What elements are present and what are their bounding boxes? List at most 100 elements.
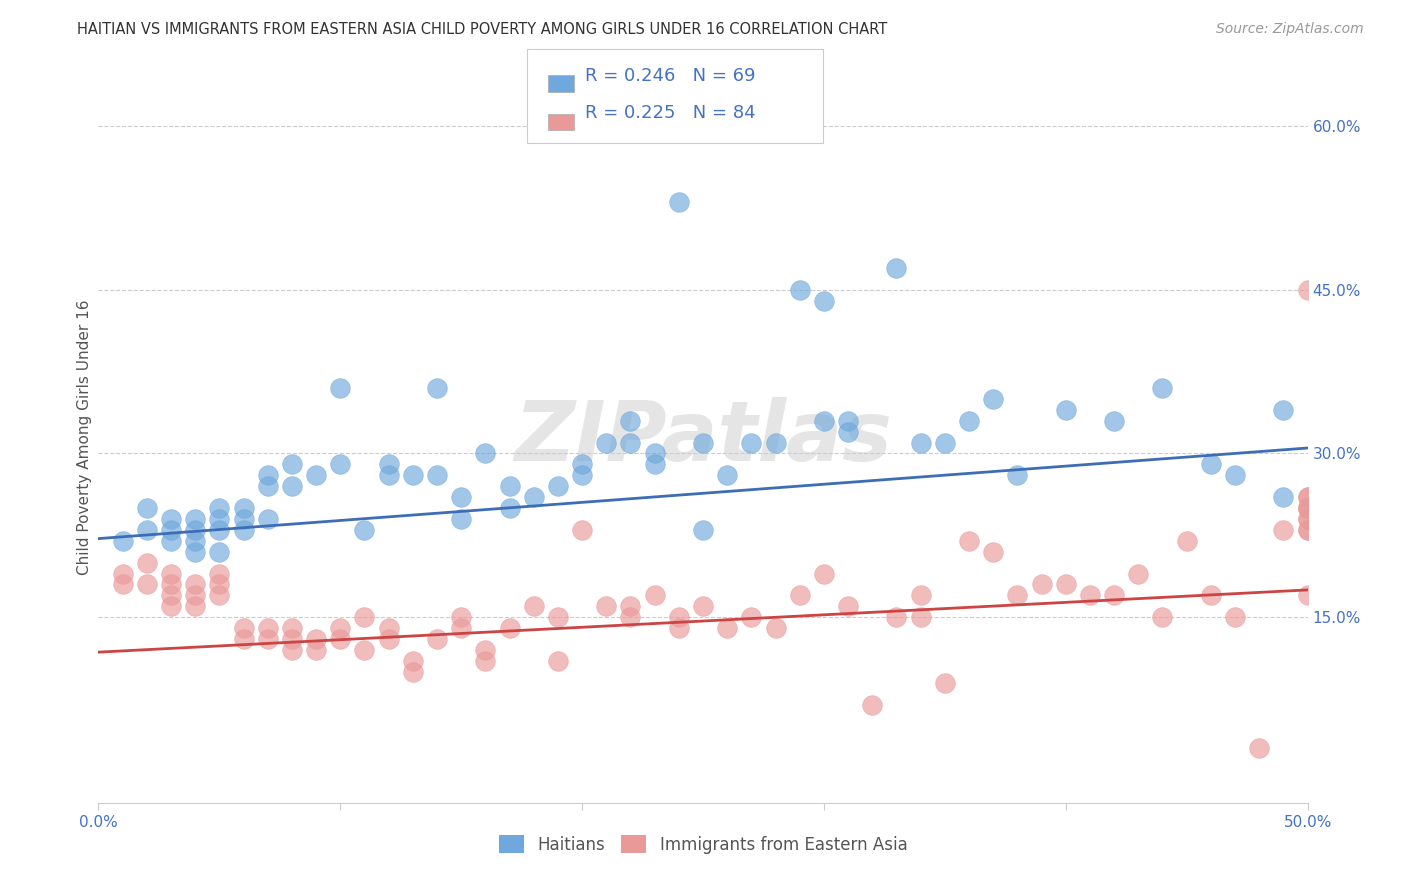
Point xyxy=(184,545,207,559)
Point xyxy=(1296,501,1319,516)
Point xyxy=(740,610,762,624)
Point xyxy=(571,523,593,537)
Point xyxy=(765,435,787,450)
Point xyxy=(1296,490,1319,504)
Point xyxy=(160,512,183,526)
Point xyxy=(619,414,641,428)
Point xyxy=(184,588,207,602)
Point xyxy=(1296,523,1319,537)
Point xyxy=(571,468,593,483)
Point xyxy=(160,599,183,614)
Point xyxy=(208,577,231,591)
Point xyxy=(692,523,714,537)
Point xyxy=(450,621,472,635)
Point xyxy=(668,195,690,210)
Point xyxy=(160,577,183,591)
Point xyxy=(813,414,835,428)
Point xyxy=(1296,588,1319,602)
Point xyxy=(1296,523,1319,537)
Point xyxy=(450,512,472,526)
Point xyxy=(644,458,666,472)
Point xyxy=(910,588,932,602)
Point xyxy=(111,533,134,548)
Point xyxy=(1249,741,1271,756)
Point xyxy=(353,610,375,624)
Point xyxy=(619,599,641,614)
Point xyxy=(160,533,183,548)
Point xyxy=(1296,501,1319,516)
Point xyxy=(1296,490,1319,504)
Point xyxy=(450,490,472,504)
Legend: Haitians, Immigrants from Eastern Asia: Haitians, Immigrants from Eastern Asia xyxy=(492,829,914,860)
Point xyxy=(498,621,520,635)
Point xyxy=(256,632,278,646)
Point xyxy=(692,435,714,450)
Point xyxy=(957,533,980,548)
Point xyxy=(135,523,157,537)
Point xyxy=(377,458,399,472)
Point xyxy=(837,425,859,439)
Text: R = 0.225   N = 84: R = 0.225 N = 84 xyxy=(585,104,755,122)
Point xyxy=(402,654,425,668)
Point xyxy=(1272,490,1295,504)
Point xyxy=(377,632,399,646)
Point xyxy=(256,479,278,493)
Point xyxy=(910,435,932,450)
Point xyxy=(692,599,714,614)
Point xyxy=(232,632,254,646)
Point xyxy=(837,599,859,614)
Point xyxy=(1007,588,1029,602)
Point xyxy=(184,599,207,614)
Point xyxy=(1152,610,1174,624)
Point xyxy=(1199,458,1222,472)
Point xyxy=(619,435,641,450)
Point xyxy=(474,643,496,657)
Point xyxy=(184,523,207,537)
Point xyxy=(353,523,375,537)
Point xyxy=(813,293,835,308)
Point xyxy=(232,523,254,537)
Point xyxy=(1102,588,1125,602)
Point xyxy=(789,283,811,297)
Point xyxy=(232,501,254,516)
Point xyxy=(1054,577,1077,591)
Point xyxy=(1272,402,1295,417)
Point xyxy=(281,621,304,635)
Y-axis label: Child Poverty Among Girls Under 16: Child Poverty Among Girls Under 16 xyxy=(77,300,91,574)
Point xyxy=(644,588,666,602)
Point xyxy=(668,610,690,624)
Point xyxy=(498,501,520,516)
Point xyxy=(981,392,1004,406)
Point xyxy=(232,621,254,635)
Point xyxy=(860,698,883,712)
Point xyxy=(160,523,183,537)
Point xyxy=(547,610,569,624)
Point xyxy=(644,446,666,460)
Point xyxy=(523,599,546,614)
Point xyxy=(135,577,157,591)
Point xyxy=(305,632,328,646)
Point xyxy=(208,523,231,537)
Point xyxy=(1007,468,1029,483)
Point xyxy=(305,468,328,483)
Point xyxy=(402,468,425,483)
Point xyxy=(1175,533,1198,548)
Point xyxy=(208,545,231,559)
Point xyxy=(498,479,520,493)
Point xyxy=(281,458,304,472)
Point xyxy=(135,501,157,516)
Point xyxy=(184,577,207,591)
Point xyxy=(1054,402,1077,417)
Point xyxy=(450,610,472,624)
Point xyxy=(1272,523,1295,537)
Point xyxy=(1296,512,1319,526)
Text: ZIPatlas: ZIPatlas xyxy=(515,397,891,477)
Point xyxy=(256,512,278,526)
Point xyxy=(571,458,593,472)
Point xyxy=(305,643,328,657)
Point xyxy=(547,479,569,493)
Text: Source: ZipAtlas.com: Source: ZipAtlas.com xyxy=(1216,22,1364,37)
Point xyxy=(1296,283,1319,297)
Point xyxy=(957,414,980,428)
Point xyxy=(377,621,399,635)
